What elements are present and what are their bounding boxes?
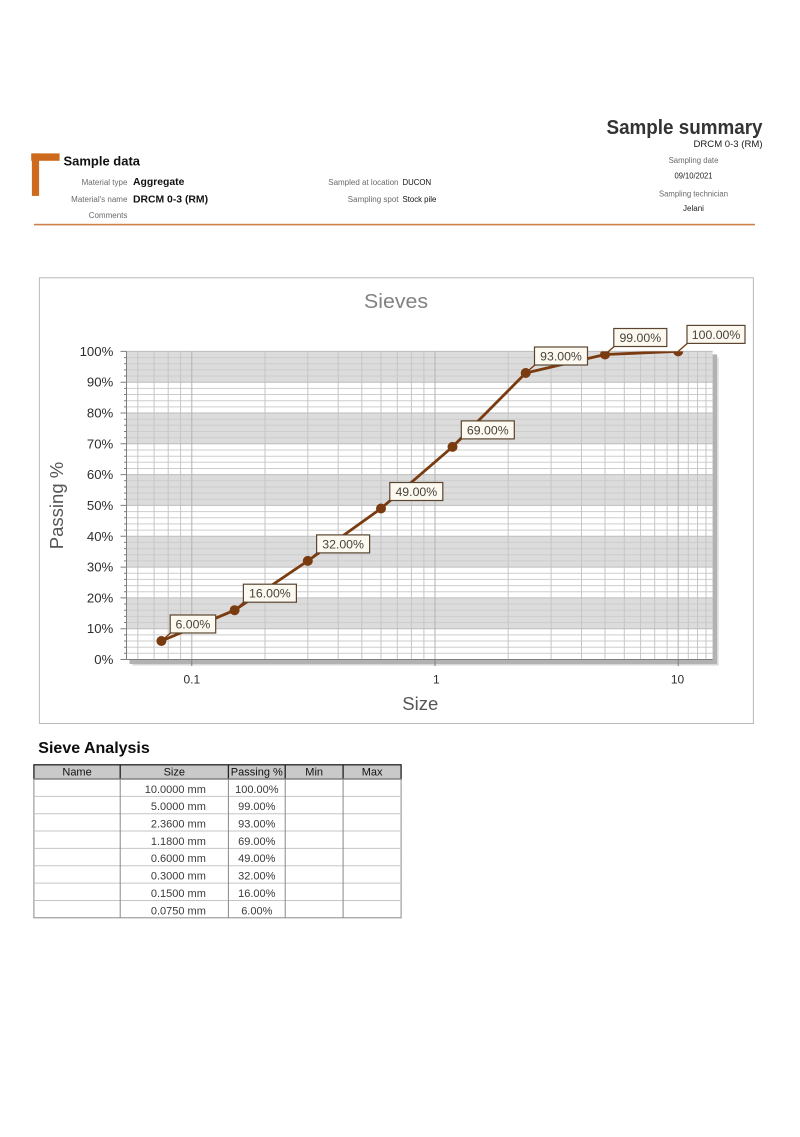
svg-text:Min: Min [305, 767, 323, 779]
svg-text:Size: Size [402, 693, 438, 714]
svg-text:100.00%: 100.00% [235, 784, 279, 796]
svg-text:80%: 80% [87, 406, 114, 421]
svg-text:0.1500 mm: 0.1500 mm [151, 888, 206, 900]
svg-text:1.1800 mm: 1.1800 mm [151, 836, 206, 848]
svg-text:60%: 60% [87, 467, 114, 482]
svg-text:1: 1 [433, 673, 440, 687]
svg-text:5.0000 mm: 5.0000 mm [151, 801, 206, 813]
svg-text:40%: 40% [87, 529, 114, 544]
svg-text:DRCM 0-3 (RM): DRCM 0-3 (RM) [133, 194, 208, 205]
svg-text:Sieve Analysis: Sieve Analysis [38, 740, 150, 757]
svg-text:20%: 20% [87, 590, 114, 605]
svg-text:Material type: Material type [82, 178, 128, 187]
svg-text:Sample data: Sample data [64, 155, 142, 169]
svg-text:09/10/2021: 09/10/2021 [675, 171, 713, 181]
svg-text:Jelani: Jelani [683, 204, 704, 213]
svg-text:Size: Size [164, 767, 185, 779]
svg-text:0.6000 mm: 0.6000 mm [151, 853, 206, 865]
svg-text:32.00%: 32.00% [322, 537, 364, 551]
svg-text:10%: 10% [87, 621, 114, 636]
svg-text:69.00%: 69.00% [467, 423, 509, 437]
svg-text:10: 10 [671, 673, 685, 687]
svg-text:6.00%: 6.00% [175, 617, 210, 631]
svg-text:30%: 30% [87, 560, 114, 575]
svg-text:Passing %: Passing % [46, 462, 67, 549]
svg-text:100%: 100% [80, 344, 114, 359]
svg-text:0.0750 mm: 0.0750 mm [151, 905, 206, 917]
svg-text:70%: 70% [87, 436, 114, 451]
svg-text:Comments: Comments [89, 211, 128, 220]
svg-text:100.00%: 100.00% [692, 328, 741, 342]
svg-text:99.00%: 99.00% [619, 331, 661, 345]
svg-text:49.00%: 49.00% [395, 485, 437, 499]
svg-text:Sample summary: Sample summary [607, 117, 764, 139]
svg-text:DRCM 0-3 (RM): DRCM 0-3 (RM) [694, 139, 763, 150]
svg-text:0.3000 mm: 0.3000 mm [151, 871, 206, 883]
svg-text:Stock pile: Stock pile [403, 195, 437, 204]
svg-text:DUCON: DUCON [403, 178, 432, 187]
svg-text:50%: 50% [87, 498, 114, 513]
svg-text:2.3600 mm: 2.3600 mm [151, 819, 206, 831]
svg-text:93.00%: 93.00% [238, 819, 276, 831]
svg-text:Name: Name [62, 767, 91, 779]
svg-text:Sampling technician: Sampling technician [659, 190, 728, 199]
svg-text:69.00%: 69.00% [238, 836, 276, 848]
svg-text:32.00%: 32.00% [238, 871, 276, 883]
svg-text:Material's name: Material's name [71, 195, 128, 204]
svg-text:Sampled at location: Sampled at location [328, 178, 398, 187]
svg-text:49.00%: 49.00% [238, 853, 276, 865]
svg-text:90%: 90% [87, 375, 114, 390]
svg-text:Sampling spot: Sampling spot [348, 195, 399, 204]
svg-text:0.1: 0.1 [183, 673, 200, 687]
svg-text:10.0000 mm: 10.0000 mm [145, 784, 206, 796]
svg-text:0%: 0% [94, 652, 113, 667]
svg-text:99.00%: 99.00% [238, 801, 276, 813]
svg-text:Max: Max [362, 767, 383, 779]
svg-text:Aggregate: Aggregate [133, 177, 185, 188]
svg-text:Sieves: Sieves [364, 290, 428, 313]
svg-text:6.00%: 6.00% [241, 905, 272, 917]
svg-text:Passing %: Passing % [231, 767, 283, 779]
svg-text:93.00%: 93.00% [540, 349, 582, 363]
svg-text:16.00%: 16.00% [249, 587, 291, 601]
svg-text:Sampling date: Sampling date [669, 156, 719, 165]
svg-text:16.00%: 16.00% [238, 888, 276, 900]
